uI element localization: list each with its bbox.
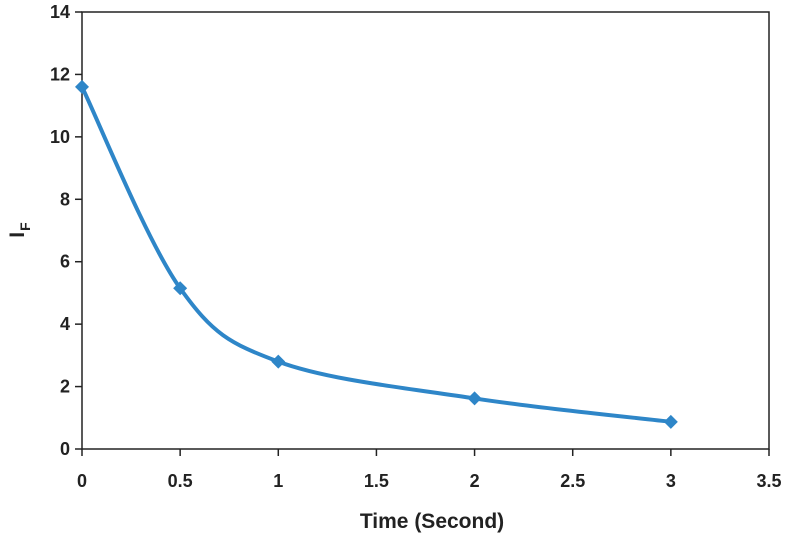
y-axis-title-subscript: F [17, 222, 33, 231]
y-tick-label: 10 [50, 127, 70, 147]
y-tick-label: 6 [60, 252, 70, 272]
data-point-marker [467, 391, 482, 406]
data-point-markers [75, 79, 678, 429]
y-axis-ticks [75, 11, 82, 450]
x-tick-label: 3.5 [756, 471, 781, 491]
y-tick-label: 12 [50, 64, 70, 84]
x-tick-label: 1 [273, 471, 283, 491]
y-axis-title-main: I [6, 232, 29, 238]
x-axis-ticks [81, 449, 770, 456]
x-tick-label: 0 [77, 471, 87, 491]
y-tick-label: 2 [60, 377, 70, 397]
y-tick-label: 0 [60, 439, 70, 459]
y-tick-label: 14 [50, 2, 70, 22]
y-axis-tick-labels: 0 2 4 6 8 10 12 14 [50, 2, 70, 459]
y-tick-label: 4 [60, 314, 70, 334]
y-tick-label: 8 [60, 189, 70, 209]
x-tick-label: 0.5 [168, 471, 193, 491]
data-point-marker [271, 354, 286, 369]
data-point-marker [173, 281, 188, 296]
y-axis-title: IF [6, 222, 33, 238]
x-axis-tick-labels: 0 0.5 1 1.5 2 2.5 3 3.5 [77, 471, 782, 491]
x-tick-label: 2.5 [560, 471, 585, 491]
plot-area-frame [81, 11, 770, 450]
x-tick-label: 2 [470, 471, 480, 491]
x-axis-title: Time (Second) [360, 510, 504, 533]
data-point-marker [663, 414, 678, 429]
x-tick-label: 1.5 [364, 471, 389, 491]
x-tick-label: 3 [666, 471, 676, 491]
data-point-marker [75, 79, 89, 94]
